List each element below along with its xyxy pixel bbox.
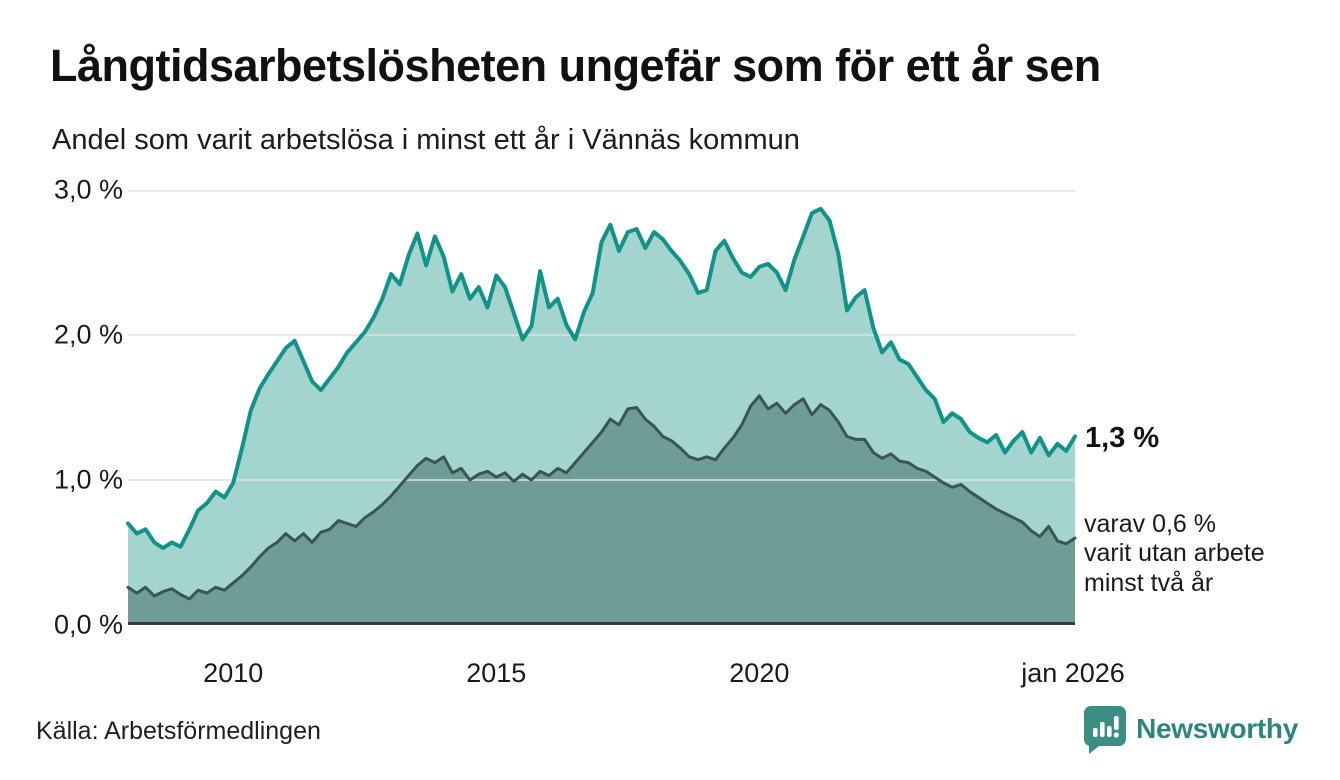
source-credit: Källa: Arbetsförmedlingen [36,717,321,745]
newsworthy-bubble-chart-icon [1084,706,1127,754]
x-tick-label-jan-2026: jan 2026 [1021,658,1125,688]
annotation-line-1: varav 0,6 % [1084,510,1217,538]
annotation-line-3: minst två år [1084,568,1214,597]
series-line-1 [126,394,1077,601]
page-title: Långtidsarbetslösheten ungefär som för e… [50,40,1101,91]
y-tick-label-0,0 %: 0,0 % [53,609,123,640]
series-end-value-label: 1,3 % [1085,422,1160,454]
annotation-line-2: varit utan arbete [1084,539,1265,568]
brand-name: Newsworthy [1136,713,1298,744]
series-line-0 [126,206,1077,551]
area-chart [126,190,1077,626]
x-tick-label-2015: 2015 [466,658,527,688]
chart-subtitle: Andel som varit arbetslösa i minst ett å… [52,124,800,156]
y-tick-label-2,0 %: 2,0 % [53,319,123,350]
series-annotation: varav 0,6 % varit utan arbete minst två … [1084,510,1265,598]
y-tick-label-1,0 %: 1,0 % [53,464,123,495]
brand-logo: Newsworthy [1081,703,1298,755]
plot-area [126,190,1077,626]
x-tick-label-2020: 2020 [729,658,790,688]
y-tick-label-3,0 %: 3,0 % [53,174,123,205]
series-area-1 [128,395,1075,625]
x-tick-label-2010: 2010 [203,658,264,688]
